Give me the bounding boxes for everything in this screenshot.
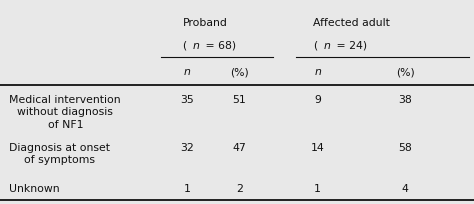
Text: Affected adult: Affected adult [313,18,390,28]
Text: n: n [323,41,330,51]
Text: Medical intervention
without diagnosis
of NF1: Medical intervention without diagnosis o… [9,95,121,130]
Text: 35: 35 [180,95,194,105]
Text: n: n [184,67,191,77]
Text: Proband: Proband [182,18,228,28]
Text: 58: 58 [398,143,412,153]
Text: = 68): = 68) [202,41,237,51]
Text: 51: 51 [232,95,246,105]
Text: n: n [314,67,321,77]
Text: (%): (%) [396,67,415,77]
Text: (: ( [313,41,317,51]
Text: = 24): = 24) [333,41,367,51]
Text: (%): (%) [230,67,249,77]
Text: 9: 9 [314,95,321,105]
Text: Diagnosis at onset
of symptoms: Diagnosis at onset of symptoms [9,143,110,165]
Text: 47: 47 [232,143,246,153]
Text: 4: 4 [402,184,409,194]
Text: 2: 2 [236,184,243,194]
Text: 32: 32 [180,143,194,153]
Text: n: n [193,41,200,51]
Text: Unknown: Unknown [9,184,60,194]
Text: 38: 38 [398,95,412,105]
Text: (: ( [182,41,187,51]
Text: 1: 1 [184,184,191,194]
Text: 14: 14 [310,143,325,153]
Text: 1: 1 [314,184,321,194]
